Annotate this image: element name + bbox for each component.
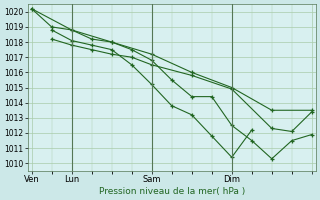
X-axis label: Pression niveau de la mer( hPa ): Pression niveau de la mer( hPa ) [99,187,245,196]
